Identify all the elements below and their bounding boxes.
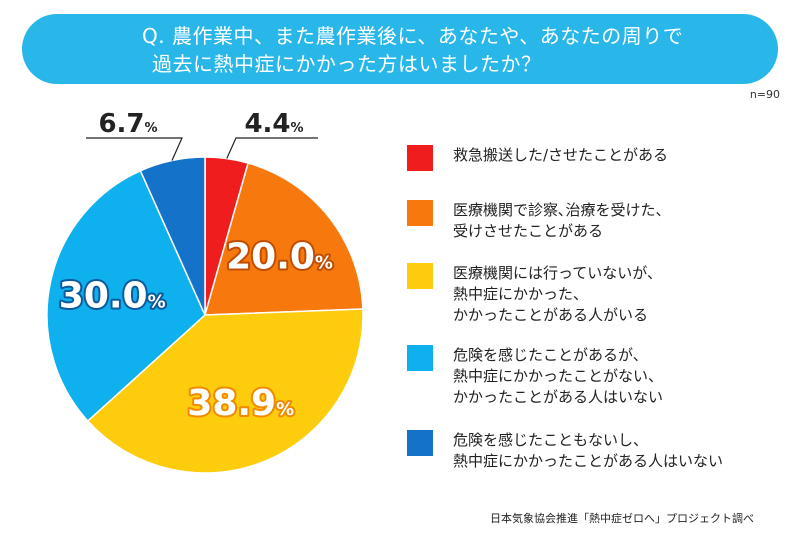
pie-slice-5	[139, 156, 206, 316]
legend-swatch	[407, 145, 433, 171]
legend-swatch	[407, 200, 433, 226]
legend-label: 危険を感じたこともないし、 熱中症にかかったことがある人はいない	[453, 431, 724, 470]
slice-value-label-5: 6.7%	[98, 109, 157, 139]
percent-unit: %	[291, 121, 304, 136]
source-note: 日本気象協会推進「熱中症ゼロへ」プロジェクト調べ	[490, 512, 754, 525]
question-line-1: Q. 農作業中、また農作業後に、あなたや、あなたの周りで	[142, 24, 684, 48]
percent-unit: %	[145, 121, 158, 136]
question-banner: Q. 農作業中、また農作業後に、あなたや、あなたの周りで 過去に熱中症にかかった…	[22, 14, 778, 84]
legend-label: 医療機関には行っていないが、 熱中症にかかった、 かかったことがある人がいる	[453, 264, 662, 324]
legend-swatch	[407, 263, 433, 289]
percent-unit: %	[315, 252, 333, 273]
legend-label: 救急搬送した/させたことがある	[453, 146, 669, 164]
sample-size: n=90	[749, 88, 780, 101]
legend-label: 危険を感じたことがあるが、 熱中症にかかったことがない、 かかったことがある人は…	[453, 346, 664, 406]
pie-slice-4	[46, 169, 206, 423]
slice-value-label-3: 38.9%	[187, 383, 294, 424]
question-line-2: 過去に熱中症にかかった方はいましたか？	[152, 52, 542, 76]
pie-slice-2	[203, 162, 364, 316]
legend-swatch	[407, 345, 433, 371]
legend-label: 医療機関で診察､治療を受けた、 受けさせたことがある	[453, 201, 671, 240]
slice-value-label-4: 30.0%	[59, 275, 166, 316]
percent-unit: %	[148, 291, 166, 312]
legend-swatch	[407, 430, 433, 456]
pie-slice-3	[86, 308, 364, 474]
leader-line-5	[86, 137, 183, 161]
leader-line-1	[226, 137, 318, 159]
slice-value-label-1: 4.4%	[244, 109, 303, 139]
percent-unit: %	[276, 399, 294, 420]
